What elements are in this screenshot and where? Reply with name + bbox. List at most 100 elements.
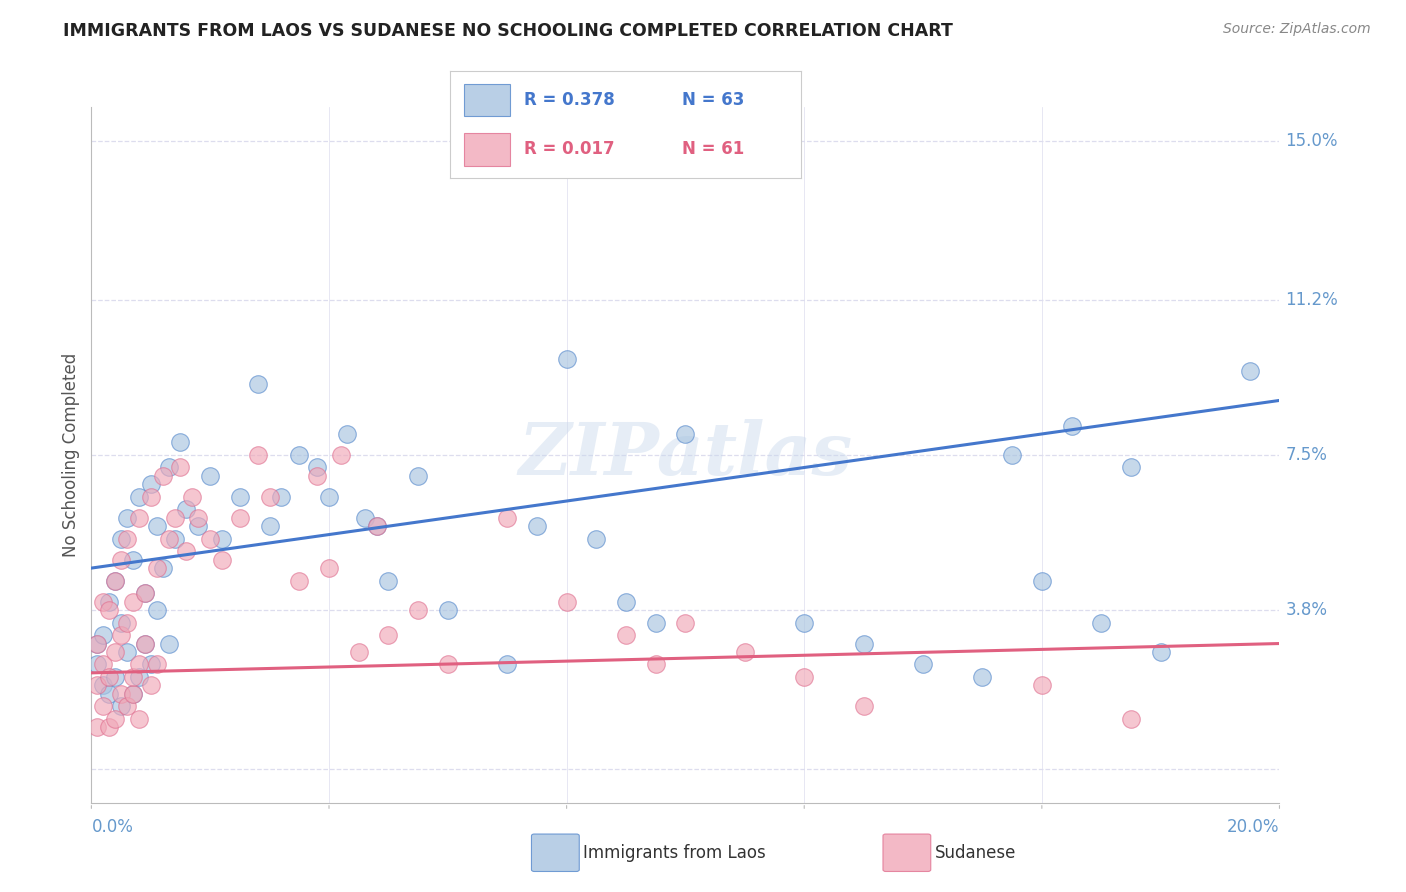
Point (98, 594, 121, 608)
Text: Sudanese: Sudanese (935, 844, 1017, 862)
Point (115, 699, 138, 714)
Point (86, 657, 108, 672)
Point (436, 657, 458, 672)
Point (377, 628, 399, 642)
Point (128, 490, 150, 504)
Point (145, 561, 167, 575)
Point (128, 712, 150, 726)
Point (157, 460, 180, 475)
Point (145, 657, 167, 672)
Text: N = 61: N = 61 (682, 141, 744, 159)
Point (353, 510, 375, 524)
Point (139, 490, 162, 504)
Point (187, 510, 209, 524)
Point (1060, 418, 1083, 433)
Point (115, 510, 138, 524)
Point (110, 532, 132, 546)
Point (793, 670, 815, 684)
Point (1031, 574, 1053, 588)
Point (115, 615, 138, 630)
Point (347, 645, 370, 659)
Point (122, 687, 145, 701)
Point (91, 657, 114, 672)
Point (366, 519, 388, 533)
Point (157, 532, 180, 546)
Text: 15.0%: 15.0% (1285, 132, 1339, 150)
Point (200, 468, 222, 483)
Point (91, 678, 114, 692)
Point (128, 657, 150, 672)
Point (793, 615, 815, 630)
Bar (464, 84, 510, 116)
Point (128, 510, 150, 524)
Point (1001, 448, 1024, 462)
Point (1090, 615, 1112, 630)
Point (163, 532, 186, 546)
Point (377, 574, 399, 588)
Point (128, 670, 150, 684)
Point (229, 510, 252, 524)
Point (98, 603, 121, 617)
Text: N = 63: N = 63 (682, 91, 744, 109)
Point (134, 586, 156, 600)
Point (115, 645, 138, 659)
Point (1149, 645, 1171, 659)
Point (91, 699, 114, 714)
Point (104, 670, 127, 684)
Point (307, 468, 329, 483)
Point (307, 460, 329, 475)
Point (145, 519, 167, 533)
Point (110, 615, 132, 630)
Point (673, 615, 696, 630)
Point (122, 670, 145, 684)
Bar (464, 134, 510, 166)
Point (104, 574, 127, 588)
Point (329, 448, 352, 462)
Point (526, 519, 548, 533)
Point (972, 670, 994, 684)
Point (104, 712, 127, 726)
Point (406, 603, 429, 617)
Point (110, 628, 132, 642)
Point (139, 657, 162, 672)
Point (1239, 364, 1261, 378)
Point (614, 594, 637, 608)
Point (496, 510, 519, 524)
Point (852, 636, 875, 650)
Point (176, 502, 198, 516)
Text: ZIPatlas: ZIPatlas (519, 419, 852, 491)
Point (157, 636, 180, 650)
Point (366, 519, 388, 533)
Point (436, 603, 458, 617)
Point (211, 552, 233, 566)
Text: 20.0%: 20.0% (1227, 818, 1279, 836)
Point (585, 532, 607, 546)
Text: Source: ZipAtlas.com: Source: ZipAtlas.com (1223, 22, 1371, 37)
Point (259, 519, 281, 533)
Point (555, 351, 578, 366)
Point (86, 720, 108, 734)
Point (229, 490, 252, 504)
Point (110, 552, 132, 566)
Point (110, 699, 132, 714)
Point (91, 628, 114, 642)
Point (91, 594, 114, 608)
Point (98, 687, 121, 701)
Text: R = 0.378: R = 0.378 (524, 91, 614, 109)
Point (246, 448, 269, 462)
Point (86, 678, 108, 692)
Point (169, 435, 191, 450)
Text: 0.0%: 0.0% (91, 818, 134, 836)
Point (318, 490, 340, 504)
Text: Immigrants from Laos: Immigrants from Laos (583, 844, 766, 862)
Point (86, 636, 108, 650)
Point (110, 687, 132, 701)
Point (1119, 460, 1142, 475)
Point (246, 376, 269, 391)
Point (122, 594, 145, 608)
Point (104, 574, 127, 588)
Point (98, 720, 121, 734)
Point (139, 477, 162, 491)
Point (169, 460, 191, 475)
Point (134, 636, 156, 650)
